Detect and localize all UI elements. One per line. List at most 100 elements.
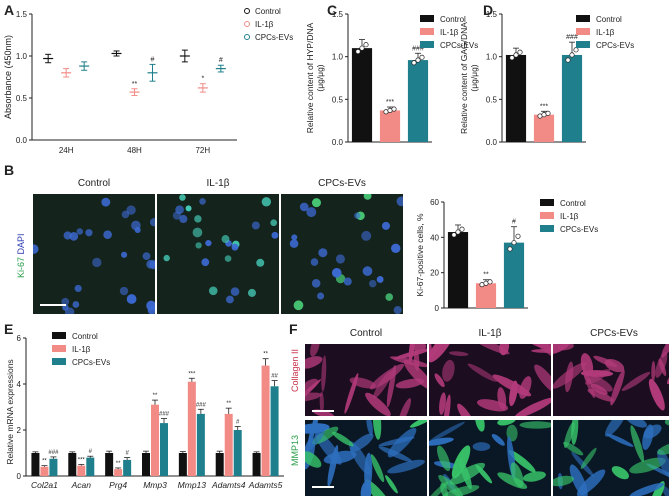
micro-b-image-cell bbox=[74, 284, 82, 293]
chart-d-legend-label: IL-1β bbox=[596, 28, 615, 37]
chart-c-legend-label: Control bbox=[440, 15, 466, 24]
chart-e-annotation: *** bbox=[188, 371, 196, 377]
chart-e-bar bbox=[77, 465, 86, 476]
micro-f-mmp13-image-cell bbox=[472, 442, 491, 451]
micro-b-image-cell bbox=[149, 218, 155, 227]
micro-f-collagen-image-cell bbox=[439, 392, 446, 415]
chart-c-point bbox=[391, 106, 397, 112]
chart-c-annotation: *** bbox=[386, 99, 394, 106]
micro-f-title: Control bbox=[349, 328, 383, 339]
chart-d-annotation: ### bbox=[566, 34, 578, 41]
micro-b-image-cell bbox=[126, 294, 137, 304]
chart-e-legend-swatch bbox=[52, 358, 66, 365]
chart-e-annotation: ### bbox=[159, 412, 170, 418]
micro-f-collagen-image-cell bbox=[648, 378, 665, 411]
micro-f-collagen-image bbox=[305, 344, 427, 416]
micro-b-image-cell bbox=[230, 287, 240, 296]
micro-f-mmp13-image-cell bbox=[629, 457, 666, 474]
micro-f-mmp13-image-cell bbox=[626, 420, 647, 428]
chart-d-point bbox=[573, 47, 579, 53]
panel-label-c: C bbox=[327, 2, 338, 18]
chart-d-point bbox=[517, 49, 523, 55]
micro-f-mmp13-image-cell bbox=[387, 459, 426, 474]
micro-f-mmp13-image bbox=[305, 420, 427, 496]
micro-b-stain-dapi: DAPI bbox=[16, 233, 26, 255]
micro-b-image-cell bbox=[256, 258, 265, 267]
micro-f-collagen-image-cell bbox=[398, 398, 412, 416]
micro-f-mmp13-image-cell bbox=[429, 421, 465, 442]
micro-f-row-label: Collagen II bbox=[290, 348, 300, 392]
chart-b-legend-label: IL-1β bbox=[560, 212, 579, 221]
chart-d-legend-swatch bbox=[576, 41, 590, 48]
chart-e-xtick-label: Mmp3 bbox=[143, 480, 167, 490]
chart-a-annotation: # bbox=[151, 56, 155, 63]
micro-b-image-cell bbox=[134, 226, 141, 234]
micro-f-collagen-image-cell bbox=[476, 399, 509, 412]
chart-e-bar bbox=[123, 459, 132, 476]
micro-f-mmp13-image-cell bbox=[429, 437, 454, 446]
chart-e-xtick-label: Prg4 bbox=[109, 480, 127, 490]
micro-b-image-cell bbox=[199, 198, 206, 205]
chart-b-legend-swatch bbox=[540, 212, 554, 219]
chart-b-legend-swatch bbox=[540, 225, 554, 232]
micro-b-image-cell bbox=[201, 258, 210, 267]
micro-b-image-cell bbox=[85, 229, 93, 237]
micro-f-collagen-image-cell bbox=[305, 356, 323, 369]
chart-c-annotation: ### bbox=[412, 45, 424, 52]
micro-b-image-cell bbox=[146, 300, 155, 311]
chart-b-point bbox=[459, 226, 465, 232]
chart-b-annotation: # bbox=[512, 219, 516, 226]
micro-b-image-cell bbox=[289, 239, 299, 248]
micro-b-image-cell bbox=[179, 194, 186, 201]
micro-f-scale-bar bbox=[312, 410, 334, 412]
micro-f-collagen-image bbox=[429, 344, 551, 416]
micro-b-image-cell bbox=[396, 196, 403, 207]
micro-b-image-cell bbox=[179, 214, 188, 224]
micro-f-scale-bar bbox=[312, 486, 334, 488]
micro-b-image-cell bbox=[92, 257, 102, 268]
micro-f-collagen-image-cell bbox=[514, 397, 551, 416]
chart-a-legend-marker bbox=[244, 21, 250, 27]
micro-b-image-cell bbox=[335, 254, 345, 264]
micro-f-collagen-image-cell bbox=[492, 374, 532, 397]
micro-b-image-cell bbox=[205, 239, 212, 247]
chart-e-ytick-label: 2 bbox=[17, 426, 22, 435]
chart-e-bar bbox=[261, 365, 270, 476]
micro-f-collagen-image-cell bbox=[442, 359, 455, 382]
chart-e-bar bbox=[270, 386, 279, 476]
chart-e-bar bbox=[224, 413, 233, 476]
chart-e-annotation: ** bbox=[116, 461, 121, 467]
micro-f-mmp13-image-cell bbox=[305, 450, 322, 468]
micro-f-mmp13-image-cell bbox=[305, 429, 326, 452]
chart-a-legend-marker bbox=[244, 8, 250, 14]
micro-b-image-cell bbox=[381, 221, 390, 230]
chart-b-ylabel: Ki-67-positive cells, % bbox=[415, 213, 425, 297]
micro-b-image-cell bbox=[362, 266, 373, 276]
micro-b-image-cell bbox=[149, 260, 155, 270]
micro-f-mmp13-image-cell bbox=[387, 427, 417, 458]
chart-e-ytick-label: 4 bbox=[17, 380, 22, 389]
micro-b-image-cell bbox=[354, 212, 361, 219]
micro-f-collagen-image-cell bbox=[534, 364, 551, 394]
micro-f-row-label: MMP13 bbox=[290, 434, 300, 466]
micro-f-mmp13-image-cell bbox=[440, 482, 449, 496]
micro-b-image-cell bbox=[271, 231, 279, 239]
micro-b-image-cell bbox=[310, 258, 319, 266]
micro-f-mmp13-image-cell bbox=[436, 445, 451, 472]
micro-f-collagen-image-cell bbox=[580, 370, 614, 377]
micro-f-mmp13-image-cell bbox=[571, 420, 579, 445]
chart-c-ytick-label: 1.0 bbox=[332, 53, 344, 62]
chart-d-legend-label: Control bbox=[596, 15, 622, 24]
chart-c-ylabel: Relative content of HYP/DNA bbox=[305, 22, 315, 133]
micro-b-image-cell bbox=[224, 255, 232, 262]
micro-f-collagen-image-cell bbox=[390, 356, 427, 368]
micro-f-mmp13-image-cell bbox=[438, 474, 464, 496]
chart-b-point bbox=[515, 233, 521, 239]
micro-b-image-cell bbox=[61, 297, 70, 306]
chart-c-legend-swatch bbox=[420, 28, 434, 35]
chart-c-legend-swatch bbox=[420, 41, 434, 48]
micro-f-collagen-image-cell bbox=[553, 344, 571, 355]
chart-d-ytick-label: 0.5 bbox=[486, 95, 498, 104]
micro-f-mmp13-image-cell bbox=[491, 433, 505, 446]
chart-c-point bbox=[415, 57, 421, 63]
